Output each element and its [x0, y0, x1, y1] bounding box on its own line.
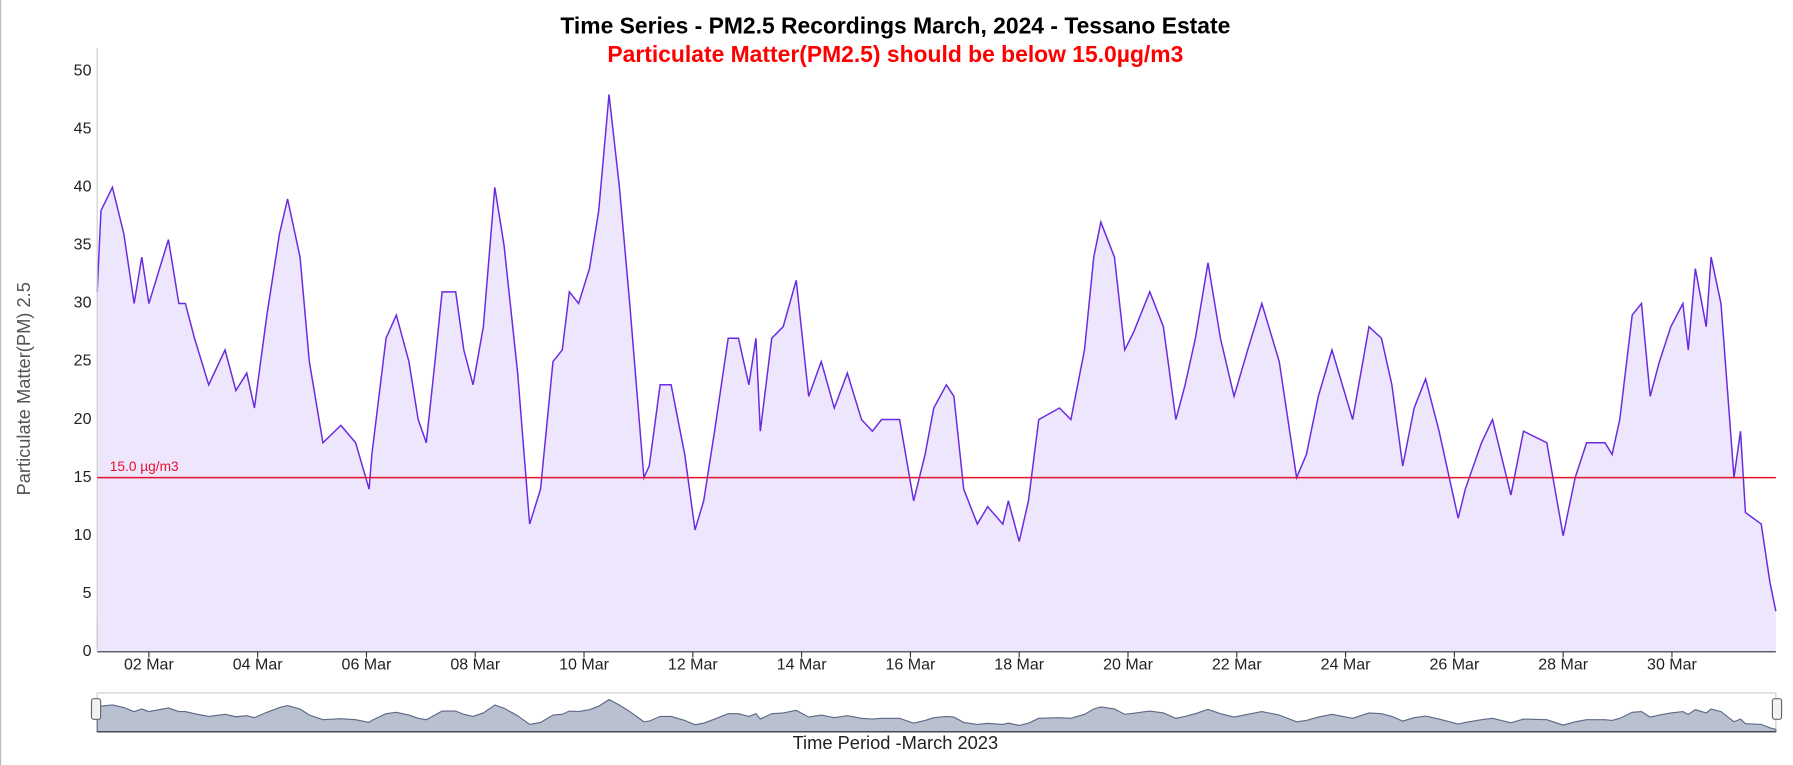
y-tick-label: 15: [74, 469, 92, 486]
y-tick-label: 10: [74, 527, 92, 544]
x-tick-label: 08 Mar: [450, 657, 500, 674]
x-tick-label: 16 Mar: [886, 657, 936, 674]
navigator-area: [96, 698, 1777, 733]
y-tick-label: 30: [74, 295, 92, 312]
x-tick-label: 24 Mar: [1321, 657, 1371, 674]
chart-subtitle: Particulate Matter(PM2.5) should be belo…: [607, 41, 1183, 67]
y-tick-label: 0: [83, 643, 92, 660]
y-tick-label: 45: [74, 121, 92, 138]
chart-title: Time Series - PM2.5 Recordings March, 20…: [560, 12, 1230, 38]
x-tick-label: 26 Mar: [1429, 657, 1479, 674]
y-tick-label: 50: [74, 62, 92, 79]
x-axis-label: Time Period -March 2023: [793, 732, 999, 753]
x-tick-label: 10 Mar: [559, 657, 609, 674]
x-tick-label: 02 Mar: [124, 657, 174, 674]
x-tick-label: 30 Mar: [1647, 657, 1697, 674]
navigator-handle[interactable]: [1771, 698, 1783, 720]
y-tick-label: 5: [83, 585, 92, 602]
x-tick-label: 22 Mar: [1212, 657, 1262, 674]
x-tick-label: 14 Mar: [777, 657, 827, 674]
series-line: [96, 94, 1777, 612]
x-tick-label: 28 Mar: [1538, 657, 1588, 674]
area-fill: [97, 94, 1776, 652]
x-tick-label: 06 Mar: [342, 657, 392, 674]
x-tick-label: 20 Mar: [1103, 657, 1153, 674]
y-tick-label: 20: [74, 411, 92, 428]
y-tick-label: 35: [74, 237, 92, 254]
x-tick-label: 18 Mar: [994, 657, 1044, 674]
y-tick-label: 25: [74, 353, 92, 370]
x-tick-label: 12 Mar: [668, 657, 718, 674]
threshold-label: 15.0 µg/m3: [110, 459, 179, 474]
navigator-handle[interactable]: [90, 698, 102, 720]
y-axis-label: Particulate Matter(PM) 2.5: [13, 282, 34, 495]
x-tick-label: 04 Mar: [233, 657, 283, 674]
y-tick-label: 40: [74, 179, 92, 196]
